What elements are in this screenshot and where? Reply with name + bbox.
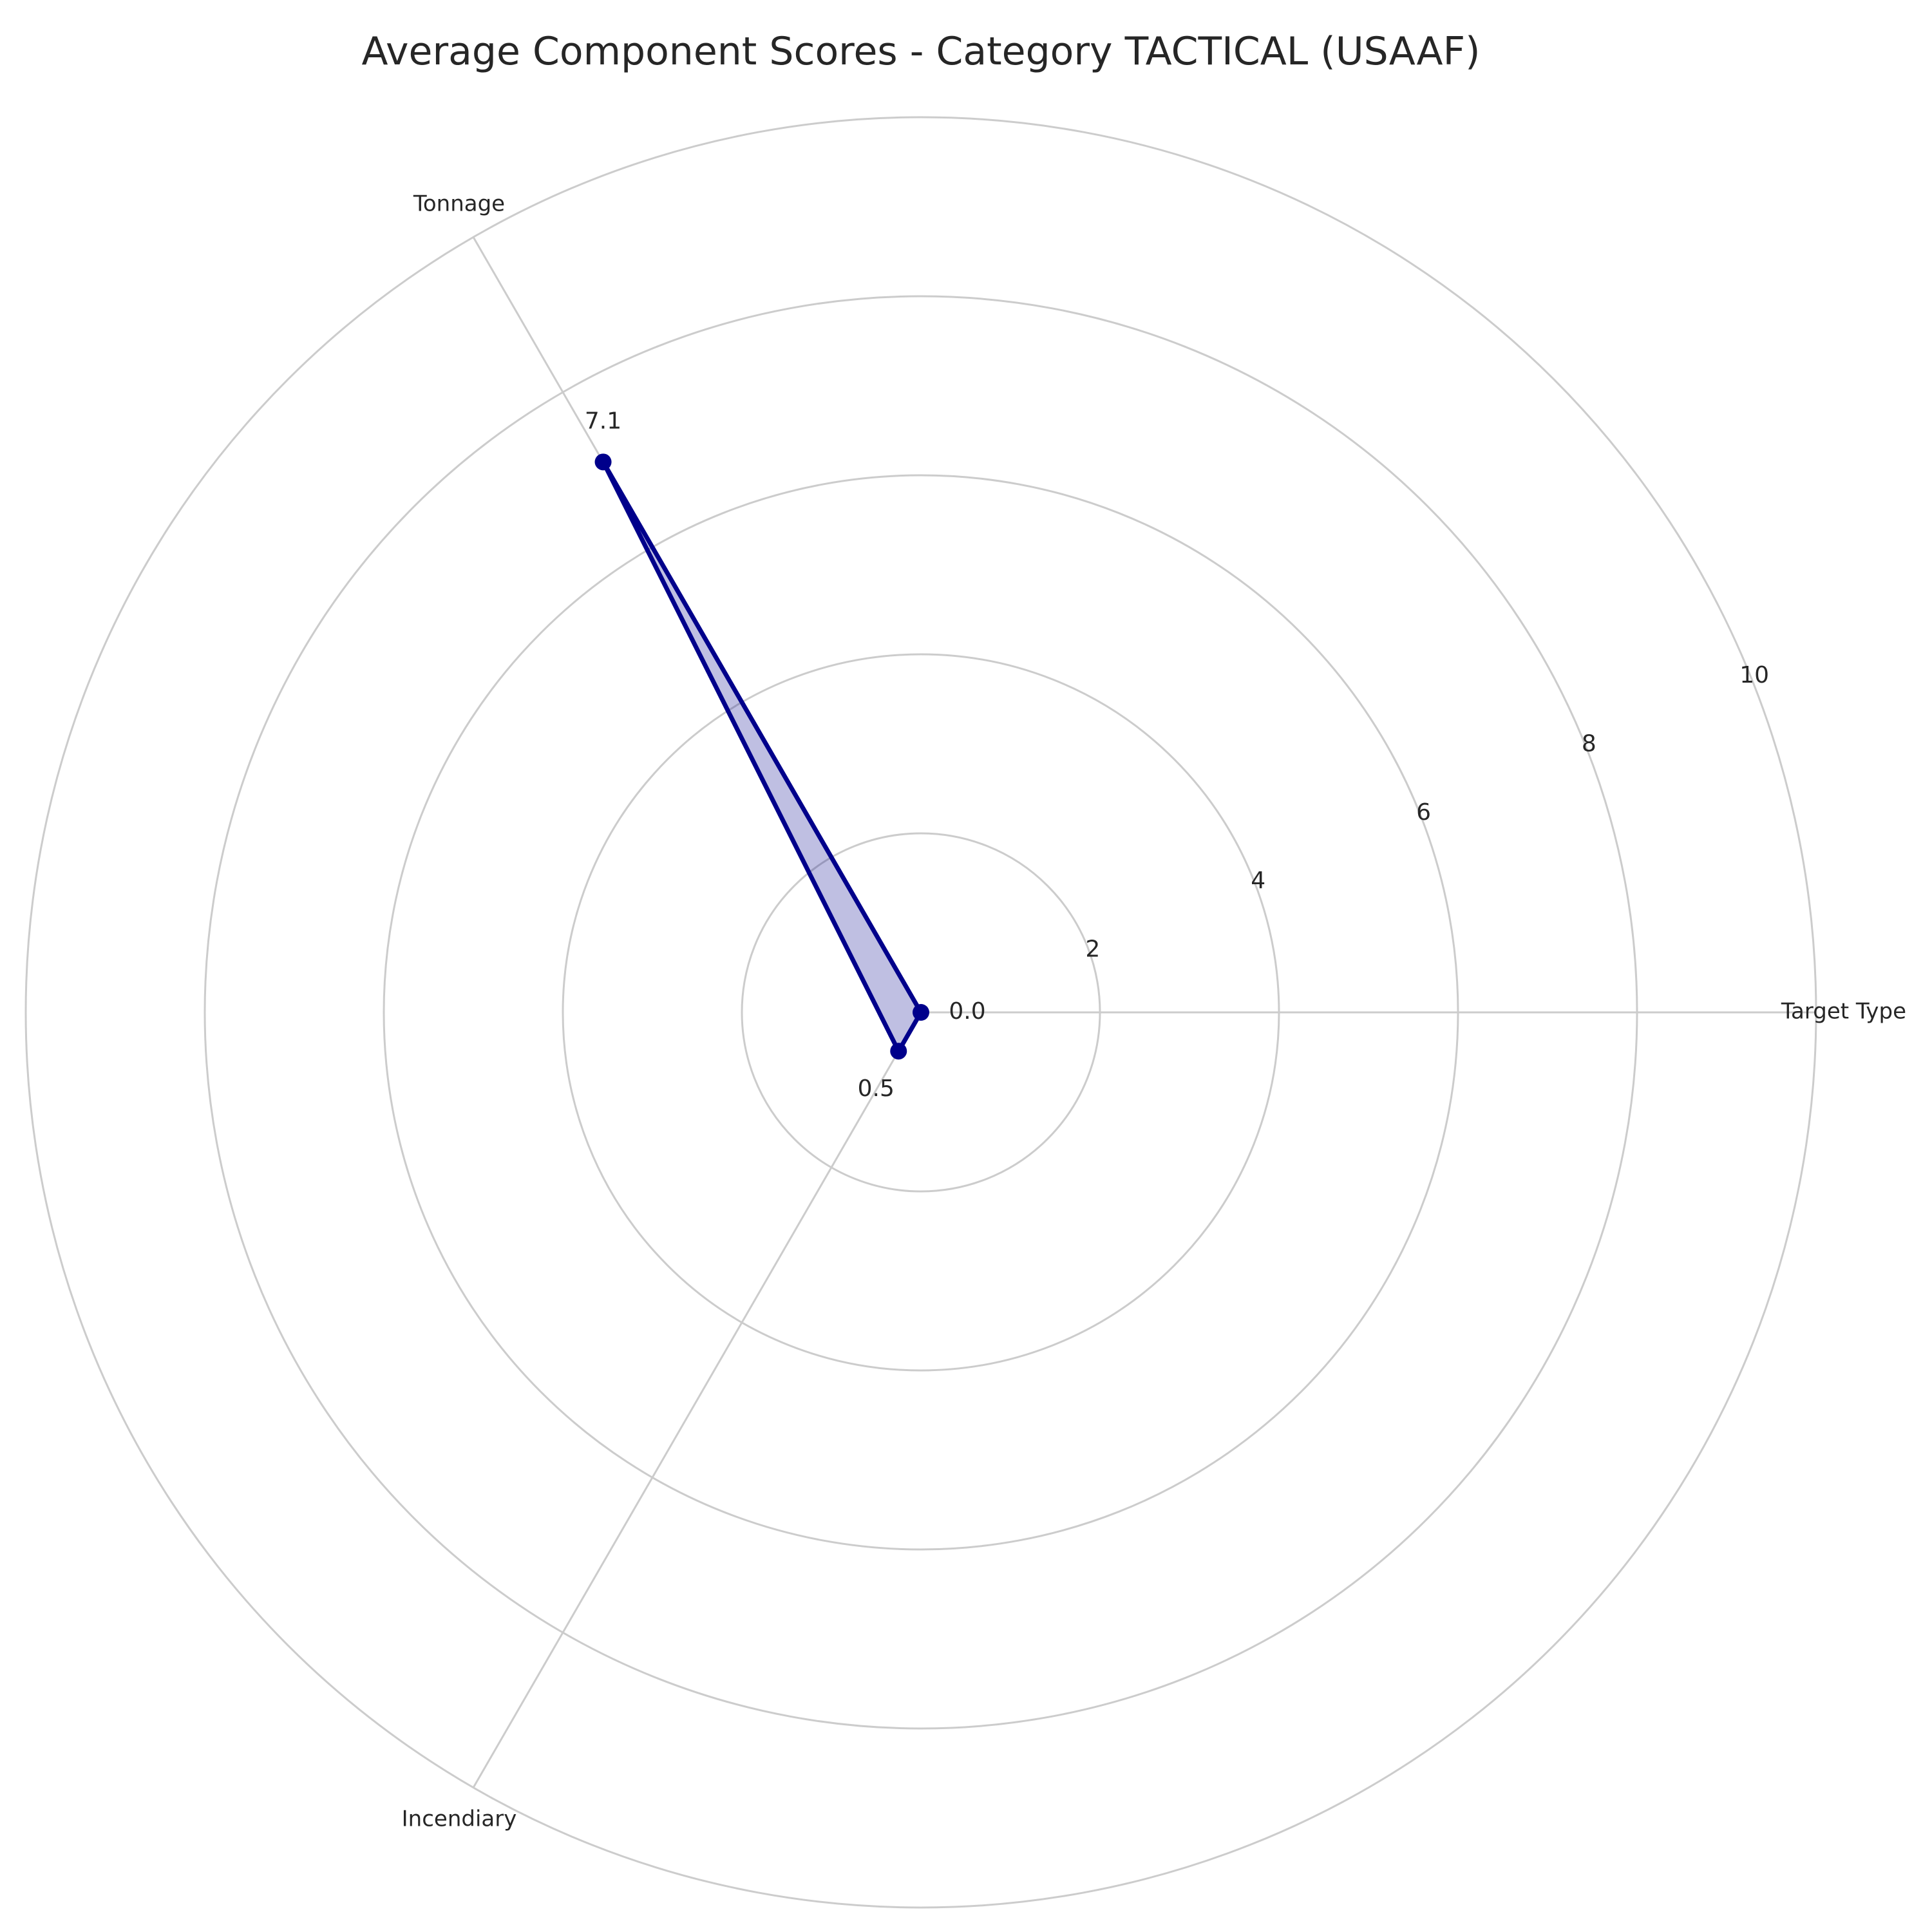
value-label-1: 7.1 [585,408,621,434]
spoke-2 [472,1012,922,1788]
value-label-0: 0.0 [949,998,985,1025]
radial-tick-label: 6 [1416,799,1431,826]
series-area [603,462,921,1052]
radial-tick-label: 2 [1085,936,1100,963]
series-line [601,459,923,1054]
series-layer [594,453,929,1060]
grid-layer [24,116,1817,1909]
label-layer: 2 4 6 8 10 0.0 7.1 0.5 Target Type Tonnage Incendi… [402,191,1906,1832]
data-point-2 [890,1043,907,1060]
radial-tick-label: 10 [1739,662,1769,688]
chart-title: Average Component Scores - Category TACT… [362,29,1481,74]
category-label-0: Target Type [1781,999,1906,1025]
radial-tick-label: 8 [1582,730,1596,757]
data-point-0 [913,1004,929,1021]
category-label-2: Incendiary [402,1806,517,1832]
value-label-2: 0.5 [858,1075,895,1102]
radial-tick-label: 4 [1251,867,1265,894]
category-label-1: Tonnage [413,191,505,217]
data-point-1 [594,453,612,471]
